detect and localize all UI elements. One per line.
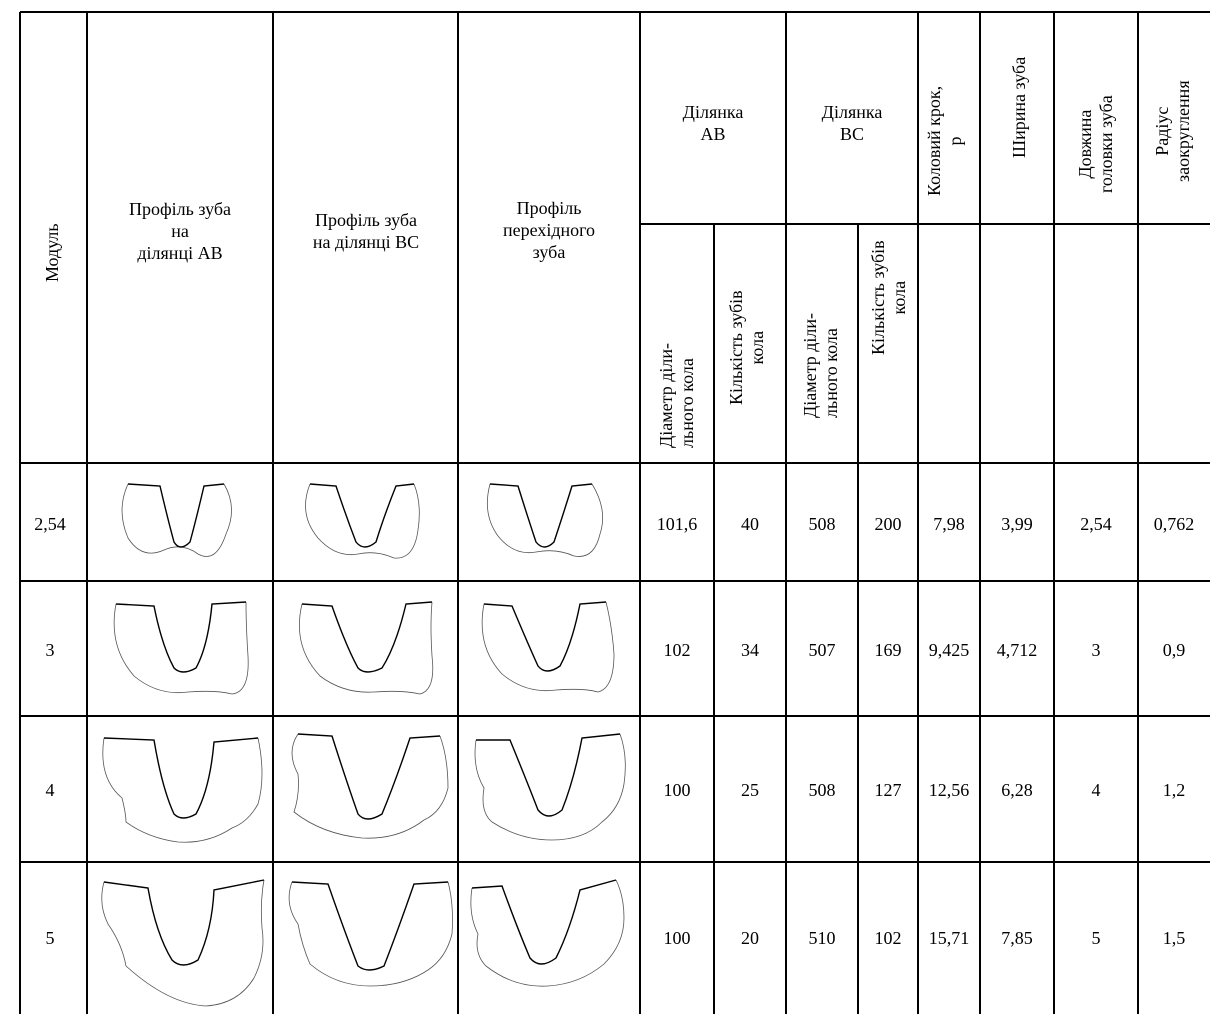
tooth-profile-bc-row1 xyxy=(305,483,420,559)
tooth-profile-transition-row2 xyxy=(481,601,615,693)
cell-module: 4 xyxy=(45,780,55,800)
cell-teeth-bc: 169 xyxy=(874,640,902,660)
header-teeth-ab: Кількість зубів кола xyxy=(726,290,767,405)
cell-teeth-ab: 40 xyxy=(741,514,759,534)
cell-teeth-bc: 200 xyxy=(874,514,902,534)
cell-tooth-width: 7,85 xyxy=(1001,928,1033,948)
cell-pitch: 7,98 xyxy=(933,514,965,534)
cell-teeth-ab: 20 xyxy=(741,928,759,948)
cell-diameter-bc: 508 xyxy=(808,780,836,800)
cell-diameter-ab: 101,6 xyxy=(656,514,698,534)
tooth-profile-bc-row4 xyxy=(288,881,453,987)
tooth-profile-transition-row4 xyxy=(470,879,625,987)
header-profile-transition: Профіль перехідного зуба xyxy=(502,198,596,262)
cell-addendum: 2,54 xyxy=(1080,514,1112,534)
cell-pitch: 15,71 xyxy=(928,928,970,948)
header-teeth-bc: Кількість зубів кола xyxy=(868,240,909,355)
tooth-profile-bc-row3 xyxy=(291,733,449,839)
header-profile-bc: Профіль зуба на ділянці ВС xyxy=(312,210,420,252)
cell-radius: 1,5 xyxy=(1162,928,1186,948)
cell-tooth-width: 3,99 xyxy=(1001,514,1033,534)
cell-diameter-ab: 100 xyxy=(663,928,691,948)
header-pitch: Коловий крок, p xyxy=(924,85,965,196)
cell-teeth-ab: 34 xyxy=(741,640,759,660)
cell-diameter-bc: 508 xyxy=(808,514,836,534)
header-module: Модуль xyxy=(42,223,62,282)
cell-pitch: 9,425 xyxy=(928,640,970,660)
tooth-profile-ab-row1 xyxy=(121,483,232,557)
header-section-bc: Ділянка ВС xyxy=(821,102,883,144)
header-addendum: Довжина головки зуба xyxy=(1075,95,1116,193)
cell-radius: 1,2 xyxy=(1162,780,1186,800)
header-profile-ab: Профіль зуба на ділянці АВ xyxy=(129,199,231,263)
tooth-profile-ab-row4 xyxy=(101,879,265,1007)
cell-teeth-bc: 127 xyxy=(874,780,902,800)
cell-radius: 0,762 xyxy=(1153,514,1195,534)
cell-pitch: 12,56 xyxy=(928,780,970,800)
cell-diameter-ab: 100 xyxy=(663,780,691,800)
header-radius: Радіус заокруглення xyxy=(1152,80,1193,182)
cell-module: 3 xyxy=(45,640,55,660)
tooth-profile-ab-row3 xyxy=(102,737,263,843)
cell-tooth-width: 4,712 xyxy=(996,640,1038,660)
cell-addendum: 3 xyxy=(1091,640,1101,660)
tooth-profile-transition-row1 xyxy=(486,483,604,557)
cell-addendum: 5 xyxy=(1091,928,1101,948)
header-section-ab: Ділянка АВ xyxy=(682,102,744,144)
tooth-profile-ab-row2 xyxy=(113,601,249,695)
tooth-profile-bc-row2 xyxy=(299,601,434,695)
cell-tooth-width: 6,28 xyxy=(1001,780,1033,800)
header-diameter-ab: Діаметр діли- льного кола xyxy=(656,342,697,448)
cell-teeth-ab: 25 xyxy=(741,780,759,800)
cell-diameter-bc: 507 xyxy=(808,640,836,660)
cell-diameter-ab: 102 xyxy=(663,640,691,660)
cell-diameter-bc: 510 xyxy=(808,928,836,948)
cell-addendum: 4 xyxy=(1091,780,1101,800)
cell-teeth-bc: 102 xyxy=(874,928,902,948)
header-diameter-bc: Діаметр діли- льного кола xyxy=(800,312,841,418)
cell-radius: 0,9 xyxy=(1162,640,1186,660)
tooth-profile-transition-row3 xyxy=(474,733,626,841)
header-tooth-width: Ширина зуба xyxy=(1009,56,1029,158)
cell-module: 5 xyxy=(45,928,55,948)
cell-module: 2,54 xyxy=(34,514,66,534)
